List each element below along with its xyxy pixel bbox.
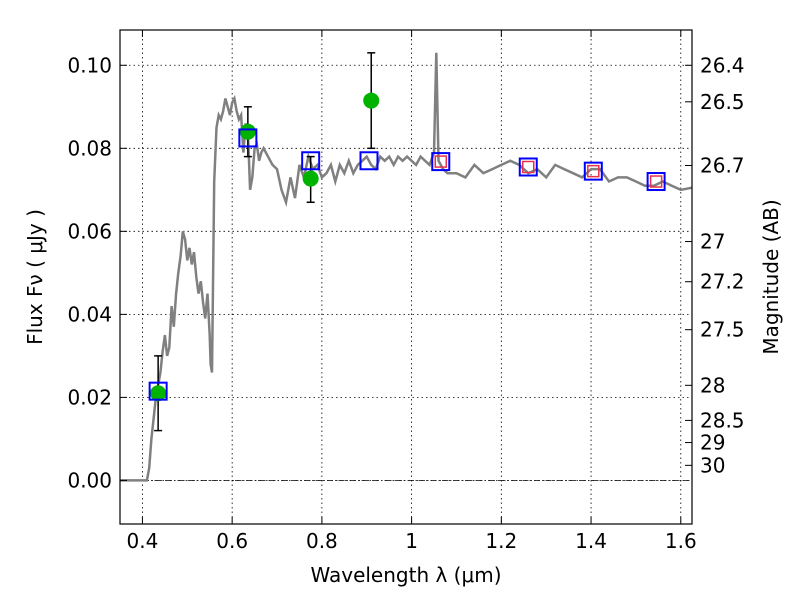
right-tick-label: 26.7	[700, 154, 745, 178]
y-tick-label: 0.10	[67, 53, 112, 77]
right-axis-label: Magnitude (AB)	[759, 199, 783, 354]
model-photometry-square	[646, 172, 666, 192]
right-tick-label: 28.5	[700, 408, 745, 432]
ticks	[120, 30, 692, 524]
y-tick-label: 0.00	[67, 468, 112, 492]
model-photometry-squares	[148, 128, 666, 401]
y-tick-labels: 0.00 0.02 0.04 0.06 0.08 0.10	[67, 53, 112, 492]
y-tick-label: 0.04	[67, 302, 112, 326]
observed-points	[150, 92, 380, 402]
plot-frame	[119, 29, 693, 525]
right-tick-label: 28	[700, 373, 725, 397]
x-tick-label: 0.8	[306, 529, 338, 553]
x-tick-label: 1.6	[665, 529, 697, 553]
model-photometry-inner-square	[522, 160, 535, 174]
error-bars	[154, 52, 376, 432]
right-tick-label: 30	[700, 453, 725, 477]
x-tick-label: 0.6	[216, 529, 248, 553]
x-tick-label: 1	[405, 529, 418, 553]
right-tick-label: 27.5	[700, 318, 745, 342]
observed-point	[239, 123, 256, 140]
right-tick-label: 27.2	[700, 270, 745, 294]
model-photometry-square	[583, 161, 603, 181]
model-photometry-square	[148, 381, 168, 401]
model-photometry-inner-square	[649, 175, 663, 188]
y-tick-label: 0.02	[67, 385, 112, 409]
grid	[120, 30, 692, 524]
right-tick-label: 26.5	[700, 90, 745, 114]
y-tick-label: 0.08	[67, 136, 112, 160]
right-tick-label: 26.4	[700, 53, 745, 77]
observed-point	[150, 385, 167, 402]
x-tick-label: 1.2	[485, 529, 517, 553]
model-spectrum-line	[120, 52, 693, 482]
model-photometry-square	[301, 151, 321, 171]
y-tick-label: 0.06	[67, 219, 112, 243]
x-tick-label: 1.4	[575, 529, 607, 553]
model-photometry-square	[431, 152, 451, 172]
right-tick-label: 29	[700, 431, 725, 455]
model-photometry-square	[359, 151, 379, 171]
model-photometry-square	[518, 157, 538, 177]
x-axis-label: Wavelength λ (μm)	[310, 563, 501, 587]
x-tick-labels: 0.4 0.6 0.8 1 1.2 1.4 1.6	[127, 529, 697, 553]
y-axis-label: Flux Fν ( μJy )	[23, 209, 47, 345]
observed-point	[302, 170, 319, 187]
model-photometry-inner-square	[434, 155, 448, 168]
model-photometry-square	[238, 128, 258, 148]
right-tick-label: 27	[700, 230, 725, 254]
x-tick-label: 0.4	[127, 529, 159, 553]
model-photometry-inner-square	[587, 164, 600, 178]
observed-point	[363, 92, 380, 109]
